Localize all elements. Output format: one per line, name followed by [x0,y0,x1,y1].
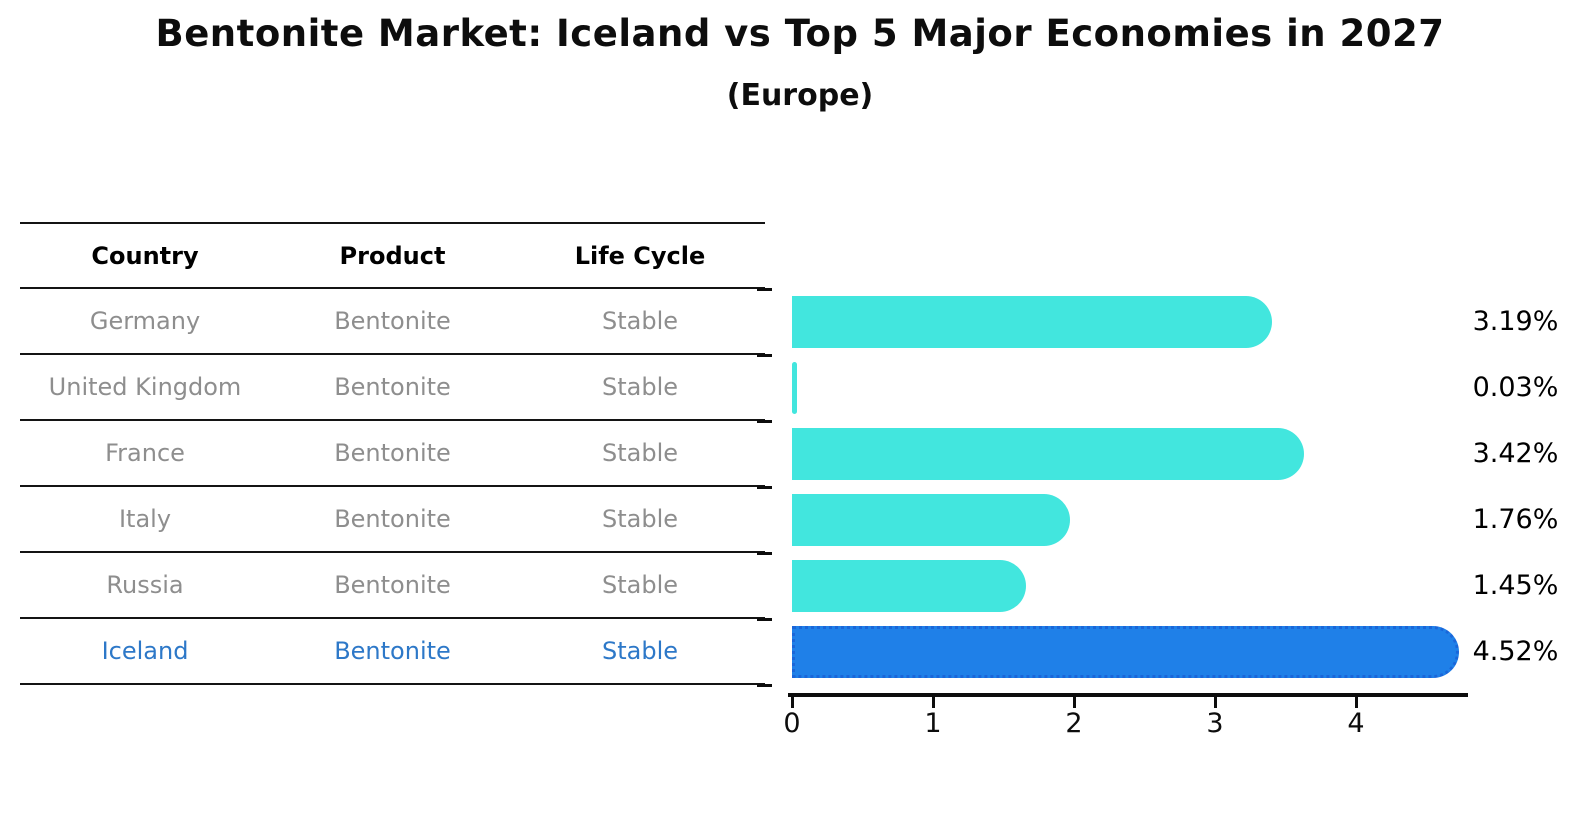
x-axis-tick-label: 3 [1206,708,1224,739]
bar-value-label: 3.42% [1472,438,1559,469]
table-row-france: France Bentonite Stable [20,421,765,487]
x-axis-line [788,693,1468,697]
bar-iceland [792,626,1460,678]
country-cell: Iceland [101,637,189,665]
chart-subtitle: (Europe) [726,78,874,113]
bar-italy [792,494,1071,546]
country-cell: Russia [106,571,184,599]
bar-value-label: 1.45% [1472,570,1559,601]
x-axis-tick [1355,697,1358,708]
bar-united-kingdom [792,362,797,414]
product-cell: Bentonite [334,439,451,467]
y-axis-tick [757,288,772,291]
table-row-united-kingdom: United Kingdom Bentonite Stable [20,355,765,421]
x-axis-tick-label: 4 [1347,708,1365,739]
column-header-product: Product [339,241,446,270]
table-row-russia: Russia Bentonite Stable [20,553,765,619]
x-axis-tick-label: 0 [783,708,801,739]
y-axis-tick [757,486,772,489]
lifecycle-cell: Stable [601,307,679,335]
lifecycle-cell: Stable [601,373,679,401]
bar-value-label: 3.19% [1472,306,1559,337]
table-row-germany: Germany Bentonite Stable [20,289,765,355]
product-cell: Bentonite [334,571,451,599]
y-axis-tick [757,618,772,621]
table-body: Germany Bentonite Stable United Kingdom Bent… [20,289,765,685]
country-table: Country Product Life Cycle Germany Benton… [20,222,765,685]
bar-france [792,428,1305,480]
product-cell: Bentonite [334,307,451,335]
country-cell: Italy [118,505,172,533]
product-cell: Bentonite [334,505,451,533]
y-axis-tick [757,552,772,555]
bar-germany [792,296,1272,348]
lifecycle-cell: Stable [601,571,679,599]
x-axis-tick-label: 1 [924,708,942,739]
bar-value-label: 0.03% [1472,372,1559,403]
column-header-country: Country [91,241,199,270]
lifecycle-cell: Stable [601,637,679,665]
y-axis-tick [757,420,772,423]
x-axis-tick [1073,697,1076,708]
table-row-italy: Italy Bentonite Stable [20,487,765,553]
table-header-row: Country Product Life Cycle [20,222,765,289]
y-axis-tick [757,684,772,687]
country-cell: Germany [89,307,201,335]
y-axis-tick [757,354,772,357]
x-axis-tick [932,697,935,708]
table-row-iceland: Iceland Bentonite Stable [20,619,765,685]
x-axis-tick-label: 2 [1065,708,1083,739]
bar-russia [792,560,1027,612]
country-cell: France [105,439,185,467]
lifecycle-cell: Stable [601,439,679,467]
bar-value-label: 1.76% [1472,504,1559,535]
product-cell: Bentonite [334,373,451,401]
product-cell: Bentonite [334,637,451,665]
column-header-lifecycle: Life Cycle [574,241,706,270]
bar-value-label: 4.52% [1472,636,1559,667]
x-axis-tick [1214,697,1217,708]
x-axis-tick [791,697,794,708]
lifecycle-cell: Stable [601,505,679,533]
country-cell: United Kingdom [48,373,242,401]
chart-title: Bentonite Market: Iceland vs Top 5 Major… [155,12,1445,55]
